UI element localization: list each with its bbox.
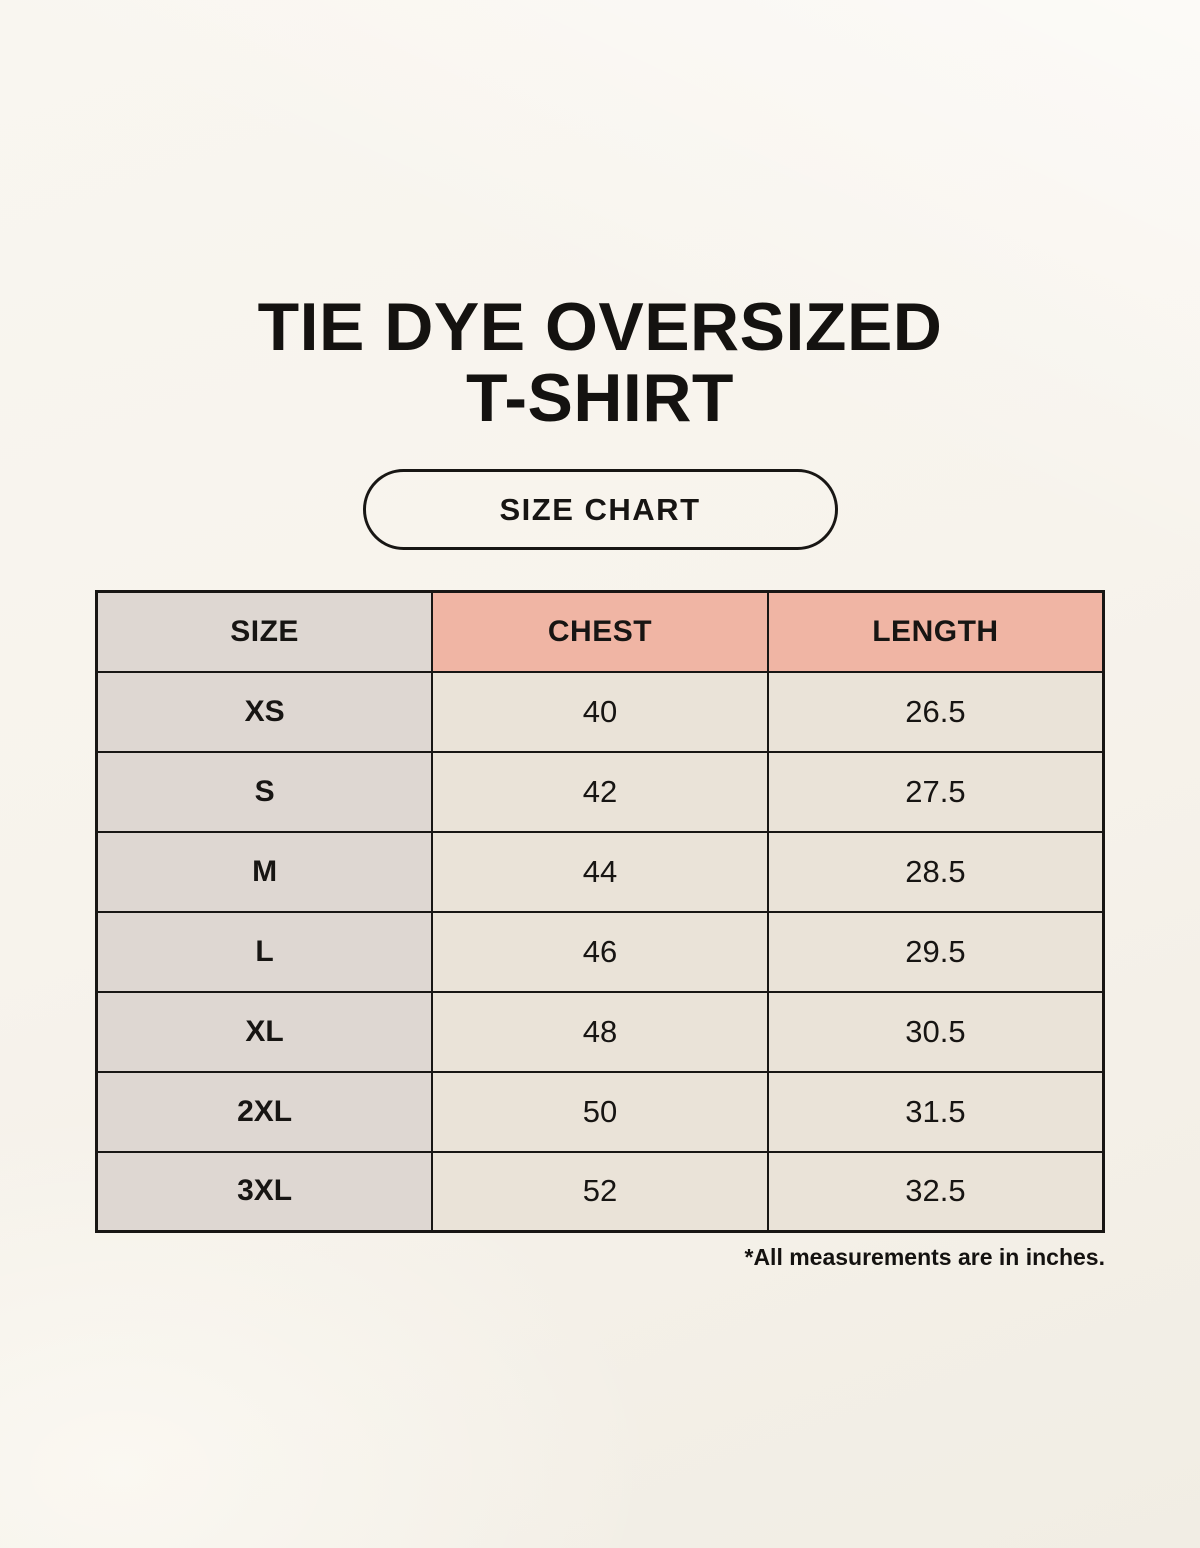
length-cell: 28.5 xyxy=(766,830,1105,913)
table-row: XL 48 30.5 xyxy=(95,990,1105,1073)
size-chart-badge-label: SIZE CHART xyxy=(499,491,701,527)
size-cell: XL xyxy=(95,990,434,1073)
length-cell: 26.5 xyxy=(766,670,1105,753)
length-cell: 31.5 xyxy=(766,1070,1105,1153)
chest-cell: 44 xyxy=(431,830,769,913)
chest-cell: 50 xyxy=(431,1070,769,1153)
size-cell: L xyxy=(95,910,434,993)
chest-cell: 52 xyxy=(431,1150,769,1233)
table-row: XS 40 26.5 xyxy=(95,670,1105,753)
size-table-body: XS 40 26.5 S 42 27.5 M 44 28.5 L 46 29.5 XL 48 30.5 2XL… xyxy=(95,670,1105,1233)
size-chart-badge: SIZE CHART xyxy=(362,469,838,550)
length-cell: 29.5 xyxy=(766,910,1105,993)
length-cell: 32.5 xyxy=(766,1150,1105,1233)
table-row: S 42 27.5 xyxy=(95,750,1105,833)
chest-cell: 42 xyxy=(431,750,769,833)
size-cell: M xyxy=(95,830,434,913)
measurements-footnote: *All measurements are in inches. xyxy=(744,1244,1106,1270)
size-cell: 3XL xyxy=(95,1150,434,1233)
table-row: L 46 29.5 xyxy=(95,910,1105,993)
table-row: M 44 28.5 xyxy=(95,830,1105,913)
table-row: 3XL 52 32.5 xyxy=(95,1150,1105,1233)
size-cell: S xyxy=(95,750,434,833)
size-table: SIZE CHEST LENGTH XS 40 26.5 S 42 27.5 M 44 28.5… xyxy=(95,590,1105,1233)
size-cell: XS xyxy=(95,670,434,753)
column-header-size: SIZE xyxy=(95,590,434,673)
length-cell: 30.5 xyxy=(766,990,1105,1073)
page-title-line-1: TIE DYE OVERSIZED xyxy=(257,289,943,365)
table-row: 2XL 50 31.5 xyxy=(95,1070,1105,1153)
chest-cell: 46 xyxy=(431,910,769,993)
page-title-line-2: T-SHIRT xyxy=(466,360,734,436)
size-table-header-row: SIZE CHEST LENGTH xyxy=(95,590,1105,673)
chest-cell: 48 xyxy=(431,990,769,1073)
length-cell: 27.5 xyxy=(766,750,1105,833)
size-cell: 2XL xyxy=(95,1070,434,1153)
chest-cell: 40 xyxy=(431,670,769,753)
column-header-chest: CHEST xyxy=(431,590,769,673)
page-title: TIE DYE OVERSIZED T-SHIRT xyxy=(0,292,1200,434)
column-header-length: LENGTH xyxy=(766,590,1105,673)
